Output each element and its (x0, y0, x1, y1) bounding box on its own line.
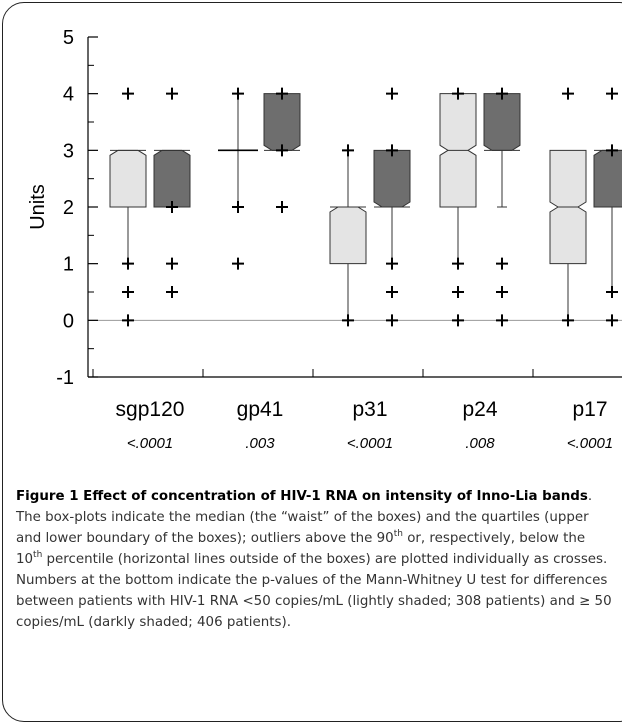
y-tick-label: 0 (63, 310, 74, 332)
box-p31-high-outlier-cross (386, 87, 398, 100)
box-p31-high-outlier-cross (386, 144, 398, 157)
caption-sup-1: th (393, 529, 403, 539)
box-sgp120-low-outlier-cross (122, 87, 134, 100)
caption-title: Figure 1 Effect of concentration of HIV-… (16, 489, 588, 504)
box-p24-low-outlier-cross (452, 87, 464, 100)
box-sgp120-low-box (109, 149, 147, 208)
box-sgp120-high-outlier-cross (166, 257, 178, 270)
box-gp41-low-outlier-cross (232, 87, 244, 100)
box-p24-high-outlier-cross (496, 87, 508, 100)
y-axis-label: Units (27, 184, 49, 230)
box-plot-chart: -1 0 1 2 3 4 5 Units sgp120 <.0001 gp41 .003 p31 <.00… (27, 27, 622, 452)
p-value-label: <.0001 (567, 435, 613, 452)
box-gp41-high-outlier-cross (276, 87, 288, 100)
x-category-label: p31 (352, 398, 387, 421)
y-tick-label: -1 (56, 367, 74, 389)
p-value-label: <.0001 (127, 435, 173, 452)
y-tick-label: 5 (63, 27, 74, 49)
box-p17-high-outlier-cross (606, 314, 618, 327)
box-p17-high-outlier-cross (606, 87, 618, 100)
box-sgp120-low-outlier-cross (122, 286, 134, 298)
figure-caption: Figure 1 Effect of concentration of HIV-… (16, 486, 612, 633)
p-value-label: .008 (465, 435, 495, 452)
box-p24-low-outlier-cross (452, 257, 464, 270)
box-p24-low-outlier-cross (452, 286, 464, 298)
box-p17-high-box (593, 149, 622, 208)
box-p31-high-box (373, 149, 411, 208)
box-p31-high-outlier-cross (386, 257, 398, 270)
box-p24-high-outlier-cross (496, 286, 508, 298)
box-p24-high-outlier-cross (496, 257, 508, 270)
box-p17-high-outlier-cross (606, 144, 618, 157)
x-category-label: gp41 (237, 398, 284, 421)
box-p31-low-outlier-cross (342, 144, 354, 157)
box-sgp120-high-outlier-cross (166, 286, 178, 298)
box-p17-low-outlier-cross (562, 87, 574, 100)
y-tick-label: 3 (63, 140, 74, 162)
box-gp41-high-box (263, 93, 301, 151)
box-p24-low-outlier-cross (452, 314, 464, 327)
box-p31-high-outlier-cross (386, 314, 398, 327)
box-sgp120-low-outlier-cross (122, 314, 134, 327)
box-p17-high-outlier-cross (606, 286, 618, 298)
x-category-label: p17 (572, 398, 607, 421)
x-category-label: sgp120 (116, 398, 185, 421)
box-gp41-low-outlier-cross (232, 201, 244, 213)
box-sgp120-low-outlier-cross (122, 257, 134, 270)
box-sgp120-high-outlier-cross (166, 87, 178, 100)
y-tick-label: 2 (63, 197, 74, 219)
x-category-label: p24 (462, 398, 497, 421)
box-gp41-high-outlier-cross (276, 201, 288, 213)
caption-text-1: . The box-plots indicate the median (the… (16, 489, 593, 546)
box-gp41-low-outlier-cross (232, 257, 244, 270)
box-sgp120-high-box (153, 149, 191, 208)
box-gp41-high-outlier-cross (276, 144, 288, 157)
p-value-label: <.0001 (347, 435, 393, 452)
box-p24-high-outlier-cross (496, 314, 508, 327)
box-p24-high-box (483, 93, 521, 151)
caption-text-2: or, respectively, below the 10 (16, 531, 586, 567)
box-p31-low-outlier-cross (342, 314, 354, 327)
box-sgp120-high-outlier-cross (166, 201, 178, 213)
box-p31-low-box (329, 206, 367, 265)
caption-sup-2: th (33, 550, 43, 560)
box-p31-high-outlier-cross (386, 286, 398, 298)
caption-text-3: percentile (horizontal lines outside of … (16, 552, 612, 630)
box-p17-low-outlier-cross (562, 314, 574, 327)
y-tick-label: 4 (63, 84, 74, 106)
p-value-label: .003 (245, 435, 275, 452)
y-tick-label: 1 (63, 254, 74, 276)
